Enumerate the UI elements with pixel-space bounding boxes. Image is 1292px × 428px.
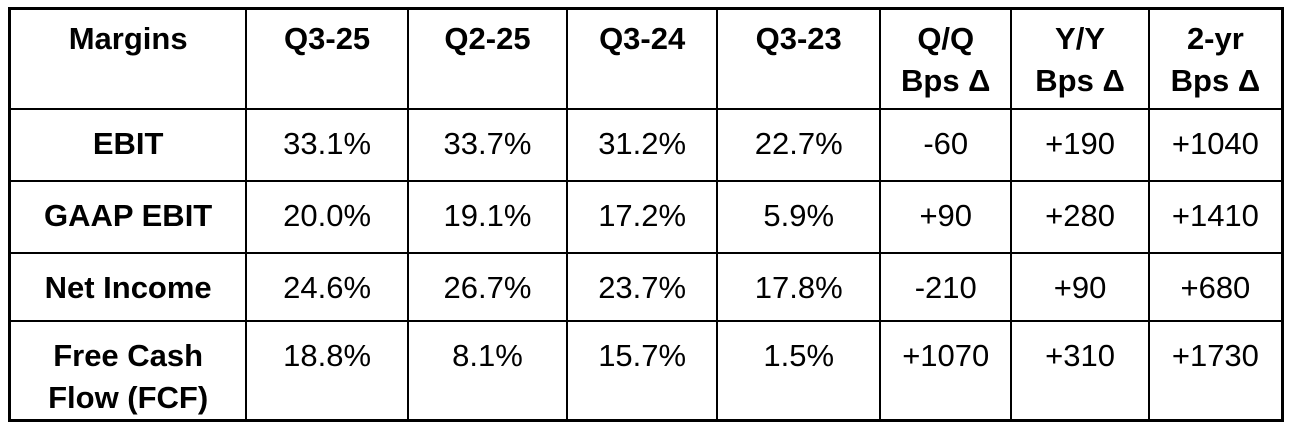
margins-table: Margins Q3-25 Q2-25 Q3-24 Q3-23 Q/Q Bps … <box>8 7 1284 422</box>
cell-fcf-q3-25: 18.8% <box>245 319 409 421</box>
column-header-yy-bps-delta: Y/Y Bps Δ <box>1010 7 1150 110</box>
column-header-qq-bps-delta: Q/Q Bps Δ <box>879 7 1013 110</box>
cell-gaap-ebit-q3-23: 5.9% <box>716 179 882 254</box>
cell-ebit-q3-23: 22.7% <box>716 107 882 182</box>
column-header-q3-23: Q3-23 <box>716 7 882 110</box>
column-header-2yr-bps-delta: 2-yr Bps Δ <box>1147 7 1284 110</box>
cell-gaap-ebit-q3-25: 20.0% <box>245 179 409 254</box>
table-row-ebit: EBIT 33.1% 33.7% 31.2% 22.7% -60 +190 +1… <box>8 107 1284 182</box>
cell-net-income-yy-bps: +90 <box>1010 251 1150 322</box>
table-row-gaap-ebit: GAAP EBIT 20.0% 19.1% 17.2% 5.9% +90 +28… <box>8 179 1284 254</box>
row-label-net-income: Net Income <box>8 251 248 322</box>
cell-gaap-ebit-qq-bps: +90 <box>879 179 1013 254</box>
column-header-q3-25: Q3-25 <box>245 7 409 110</box>
cell-fcf-2yr-bps: +1730 <box>1147 319 1284 421</box>
cell-net-income-q3-23: 17.8% <box>716 251 882 322</box>
cell-ebit-qq-bps: -60 <box>879 107 1013 182</box>
column-header-margins: Margins <box>8 7 248 110</box>
cell-gaap-ebit-yy-bps: +280 <box>1010 179 1150 254</box>
row-label-ebit: EBIT <box>8 107 248 182</box>
cell-ebit-yy-bps: +190 <box>1010 107 1150 182</box>
column-header-q2-25: Q2-25 <box>406 7 569 110</box>
cell-net-income-q2-25: 26.7% <box>406 251 569 322</box>
row-label-gaap-ebit: GAAP EBIT <box>8 179 248 254</box>
table-row-net-income: Net Income 24.6% 26.7% 23.7% 17.8% -210 … <box>8 251 1284 322</box>
cell-ebit-q3-24: 31.2% <box>566 107 719 182</box>
cell-net-income-qq-bps: -210 <box>879 251 1013 322</box>
cell-gaap-ebit-q2-25: 19.1% <box>406 179 569 254</box>
cell-ebit-q2-25: 33.7% <box>406 107 569 182</box>
cell-fcf-qq-bps: +1070 <box>879 319 1013 421</box>
header-row: Margins Q3-25 Q2-25 Q3-24 Q3-23 Q/Q Bps … <box>8 7 1284 110</box>
cell-fcf-yy-bps: +310 <box>1010 319 1150 421</box>
cell-gaap-ebit-2yr-bps: +1410 <box>1147 179 1284 254</box>
cell-net-income-2yr-bps: +680 <box>1147 251 1284 322</box>
cell-gaap-ebit-q3-24: 17.2% <box>566 179 719 254</box>
row-label-free-cash-flow: Free Cash Flow (FCF) <box>8 319 248 421</box>
cell-fcf-q2-25: 8.1% <box>406 319 569 421</box>
cell-net-income-q3-24: 23.7% <box>566 251 719 322</box>
cell-fcf-q3-23: 1.5% <box>716 319 882 421</box>
cell-net-income-q3-25: 24.6% <box>245 251 409 322</box>
column-header-q3-24: Q3-24 <box>566 7 719 110</box>
cell-fcf-q3-24: 15.7% <box>566 319 719 421</box>
cell-ebit-2yr-bps: +1040 <box>1147 107 1284 182</box>
cell-ebit-q3-25: 33.1% <box>245 107 409 182</box>
table-row-free-cash-flow: Free Cash Flow (FCF) 18.8% 8.1% 15.7% 1.… <box>8 319 1284 421</box>
